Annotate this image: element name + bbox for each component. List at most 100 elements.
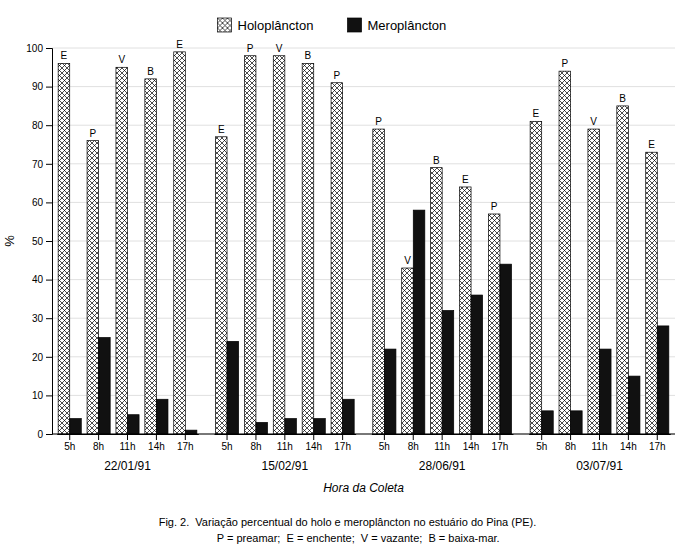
x-tick-label: 17h: [334, 441, 351, 452]
bar: [314, 419, 326, 434]
bar-annotation: P: [491, 201, 498, 212]
bar: [599, 349, 611, 434]
y-tick-mark: [46, 395, 52, 396]
bar: [174, 52, 186, 434]
bar: [116, 67, 128, 434]
caption: P = preamar; E = enchente; V = vazante; …: [195, 532, 499, 544]
x-tick-label: 5h: [64, 441, 75, 452]
group-label: 28/06/91: [419, 459, 466, 473]
bar: [571, 411, 583, 434]
y-tick-label: 40: [32, 274, 44, 285]
y-tick: 50: [32, 236, 52, 247]
y-tick: 10: [32, 390, 52, 401]
x-tick: 14h: [148, 434, 165, 452]
bar: [58, 63, 70, 434]
bar: [542, 411, 554, 434]
x-tick-mark: [442, 434, 443, 440]
plot: EPVBEEPVBPPVBEPEPVBE01020304050607080901…: [2, 39, 675, 495]
y-tick: 80: [32, 120, 52, 131]
x-tick-mark: [227, 434, 228, 440]
x-tick: 17h: [177, 434, 194, 452]
x-tick: 14h: [463, 434, 480, 452]
bar-annotation: B: [305, 50, 312, 61]
bar: [70, 419, 82, 434]
y-tick-label: 80: [32, 120, 44, 131]
legend-item: Meroplâncton: [348, 18, 447, 33]
bar: [145, 79, 157, 434]
bar: [285, 419, 297, 434]
y-tick: 20: [32, 352, 52, 363]
x-tick-label: 11h: [434, 441, 450, 452]
y-tick: 0: [37, 429, 52, 440]
legend-swatch: [218, 18, 232, 32]
x-tick-label: 5h: [221, 441, 232, 452]
bar: [185, 430, 197, 434]
x-tick: 17h: [649, 434, 666, 452]
grid-line: [52, 48, 675, 49]
x-tick-mark: [98, 434, 99, 440]
bars: [58, 52, 669, 434]
x-tick-mark: [284, 434, 285, 440]
x-tick-mark: [313, 434, 314, 440]
bar: [442, 310, 454, 434]
bar-annotation: V: [276, 43, 283, 54]
x-baseline: [52, 434, 675, 435]
x-axis-title: Hora da Coleta: [323, 481, 404, 495]
legend-swatch: [348, 18, 362, 32]
y-tick-mark: [46, 48, 52, 49]
bar: [657, 326, 669, 434]
y-tick-label: 90: [32, 81, 44, 92]
bar-annotation: P: [375, 116, 382, 127]
bar-annotation: P: [334, 70, 341, 81]
bar-series: [58, 52, 657, 434]
x-tick-mark: [628, 434, 629, 440]
y-tick-label: 50: [32, 236, 44, 247]
bar-annotation: E: [533, 108, 540, 119]
y-tick-label: 100: [26, 43, 43, 54]
y-tick-label: 20: [32, 352, 44, 363]
group-label: 22/01/91: [104, 459, 151, 473]
legend-label: Meroplâncton: [368, 18, 447, 33]
bar: [384, 349, 396, 434]
bar-annotation: P: [90, 128, 97, 139]
x-tick: 5h: [379, 434, 390, 452]
y-tick: 30: [32, 313, 52, 324]
chart: EPVBEEPVBPPVBEPEPVBE01020304050607080901…: [0, 0, 695, 556]
x-tick: 5h: [221, 434, 232, 452]
x-tick-mark: [255, 434, 256, 440]
bar: [559, 71, 571, 434]
x-tick-label: 11h: [120, 441, 136, 452]
x-tick-label: 8h: [565, 441, 576, 452]
bar-annotation: E: [462, 174, 469, 185]
y-tick-label: 60: [32, 197, 44, 208]
bar-annotation: B: [619, 93, 626, 104]
x-tick: 14h: [620, 434, 637, 452]
y-axis-line: [46, 49, 53, 435]
bar: [500, 264, 512, 434]
x-tick: 14h: [305, 434, 322, 452]
y-tick-mark: [46, 434, 52, 435]
y-tick-mark: [46, 202, 52, 203]
x-tick: 11h: [434, 434, 450, 452]
bar: [302, 63, 314, 434]
bar-annotation: E: [648, 139, 655, 150]
y-tick-mark: [46, 280, 52, 281]
x-tick-label: 17h: [492, 441, 509, 452]
x-tick: 8h: [565, 434, 576, 452]
x-tick-mark: [127, 434, 128, 440]
grid: [52, 48, 675, 434]
y-tick: 90: [32, 81, 52, 92]
x-tick-label: 17h: [177, 441, 194, 452]
group-label: 03/07/91: [576, 459, 623, 473]
x-tick-mark: [384, 434, 385, 440]
x-tick: 11h: [120, 434, 136, 452]
annotations: EPVBEEPVBPPVBEPEPVBE: [61, 39, 656, 266]
x-tick-label: 14h: [463, 441, 480, 452]
bar-series: [70, 210, 669, 434]
y-tick-label: 10: [32, 390, 44, 401]
x-tick: 5h: [536, 434, 547, 452]
y-axis-title: %: [2, 235, 17, 247]
bar: [215, 137, 227, 434]
x-tick-mark: [541, 434, 542, 440]
bar-annotation: B: [433, 155, 440, 166]
